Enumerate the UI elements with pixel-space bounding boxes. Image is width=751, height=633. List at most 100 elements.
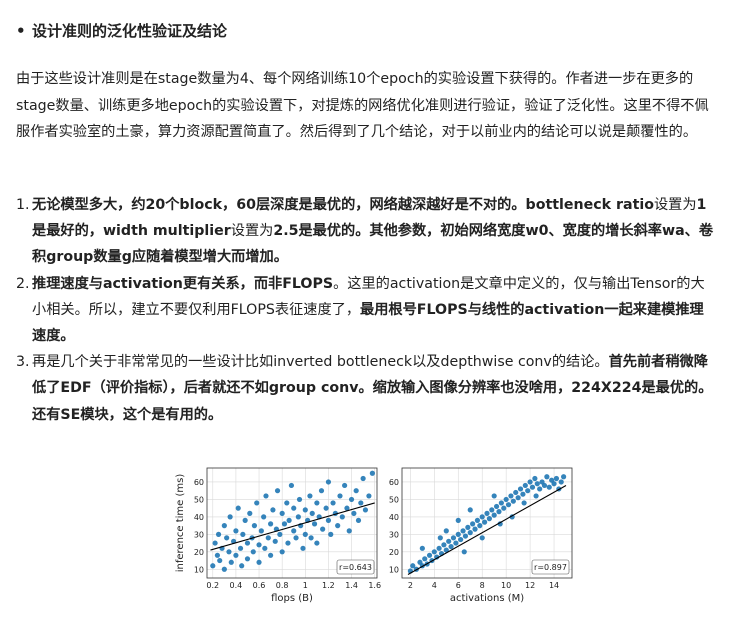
bold-text: 最用根号FLOPS与线性的activation一起来建模推理速度。 <box>32 301 704 345</box>
bullet-icon: • <box>16 22 26 40</box>
y-tick-label: 40 <box>194 513 204 522</box>
data-point <box>284 500 290 506</box>
data-point <box>291 528 297 534</box>
data-point <box>544 474 550 480</box>
y-tick-label: 30 <box>389 530 399 539</box>
data-point <box>258 528 264 534</box>
data-point <box>521 500 527 506</box>
data-point <box>436 545 442 551</box>
y-tick-label: 20 <box>194 548 204 557</box>
data-point <box>541 482 548 489</box>
data-point <box>279 549 285 555</box>
data-point <box>339 514 345 520</box>
plain-text: 设置为 <box>653 197 697 213</box>
x-tick-label: 6 <box>456 581 461 590</box>
x-tick-label: 1.6 <box>368 581 381 590</box>
data-point <box>346 528 352 534</box>
y-tick-label: 50 <box>389 495 399 504</box>
data-point <box>268 552 274 558</box>
list-item: 3. 再是几个关于非常常见的一些设计比如inverted bottleneck以… <box>16 349 716 428</box>
data-point <box>369 470 375 476</box>
data-point <box>228 559 234 565</box>
data-point <box>474 517 481 523</box>
data-point <box>342 482 348 489</box>
correlation-label: r=0.643 <box>339 563 372 572</box>
data-point <box>532 475 538 482</box>
data-point <box>496 509 502 515</box>
y-tick-label: 60 <box>389 478 399 487</box>
data-point <box>251 523 258 529</box>
data-point <box>358 500 364 506</box>
data-point <box>302 531 308 537</box>
data-point <box>522 482 528 489</box>
intro-paragraph: 由于这些设计准则是在stage数量为4、每个网络训练10个epoch的实验设置下… <box>16 71 709 141</box>
list-number: 3. <box>16 354 30 371</box>
chart-panel-2: 2 4 6 8 10 12 14 10 20 30 40 50 60 activations (M) r=0… <box>389 467 573 604</box>
data-point <box>497 521 503 527</box>
x-tick-label: 1 <box>303 581 308 590</box>
data-point <box>323 505 329 511</box>
data-point <box>262 545 268 551</box>
bold-text: 2.5是最优的。其他参数，初始网络宽度w0、宽度的增长斜率wa、卷积group数… <box>32 223 714 266</box>
data-point <box>533 493 539 499</box>
data-point <box>437 535 443 541</box>
data-point <box>348 496 355 503</box>
data-point <box>443 528 449 534</box>
data-point <box>328 531 334 537</box>
data-point <box>296 496 303 503</box>
correlation-box <box>336 559 375 575</box>
x-tick-label: 0.8 <box>276 581 289 590</box>
data-point <box>448 543 454 550</box>
correlation-box <box>531 559 570 575</box>
data-point <box>450 535 457 541</box>
data-point <box>247 510 253 516</box>
y-axis-label: inference time (ms) <box>175 474 186 573</box>
data-point <box>277 531 283 537</box>
data-point <box>525 488 531 494</box>
data-point <box>295 514 301 520</box>
data-point <box>470 521 476 527</box>
list-item: 2. 推理速度与activation更有关系，而非FLOPS。这里的activa… <box>16 271 716 350</box>
data-point <box>467 507 473 513</box>
data-point <box>453 540 459 546</box>
data-point <box>212 540 218 546</box>
data-point <box>215 531 222 537</box>
y-tick-label: 10 <box>194 565 204 574</box>
data-point <box>482 519 488 525</box>
data-point <box>250 549 256 555</box>
data-point <box>553 475 560 482</box>
data-point <box>498 500 504 506</box>
bold-text: 首先前者稍微降低了EDF（评价指标），后者就还不如group conv。缩放输入… <box>32 354 713 423</box>
data-point <box>503 496 509 503</box>
data-point <box>344 505 350 511</box>
y-tick-label: 40 <box>389 513 399 522</box>
data-point <box>362 507 369 513</box>
data-point <box>551 481 557 487</box>
data-point <box>484 510 490 516</box>
data-point <box>537 486 543 492</box>
data-point <box>441 542 447 548</box>
data-point <box>263 493 269 499</box>
data-point <box>254 500 260 506</box>
fit-line <box>407 484 567 575</box>
data-point <box>314 540 320 546</box>
data-point <box>446 538 452 544</box>
data-point <box>434 554 440 560</box>
data-point <box>210 563 216 569</box>
data-point <box>224 535 230 541</box>
scatter-chart-svg: 0.2 0.4 0.6 0.8 1 1.2 1.4 1.6 10 20 30 40 50 60 flops … <box>175 467 573 604</box>
bold-text: 推理速度与activation更有关系，而非FLOPS <box>32 275 334 292</box>
x-tick-label: 14 <box>549 581 559 590</box>
data-point <box>285 540 291 546</box>
data-point <box>353 488 359 494</box>
data-point <box>534 481 540 487</box>
data-point <box>462 533 469 539</box>
list-text: 无论模型多大，约20个block，60层深度是最优的，网络越深越好是不对的。bo… <box>32 197 713 265</box>
data-point <box>479 535 485 541</box>
data-point <box>479 514 485 520</box>
data-point <box>431 549 437 555</box>
x-tick-label: 0.4 <box>230 581 243 590</box>
data-point <box>486 516 492 522</box>
data-point <box>221 523 227 529</box>
data-point <box>268 521 274 527</box>
